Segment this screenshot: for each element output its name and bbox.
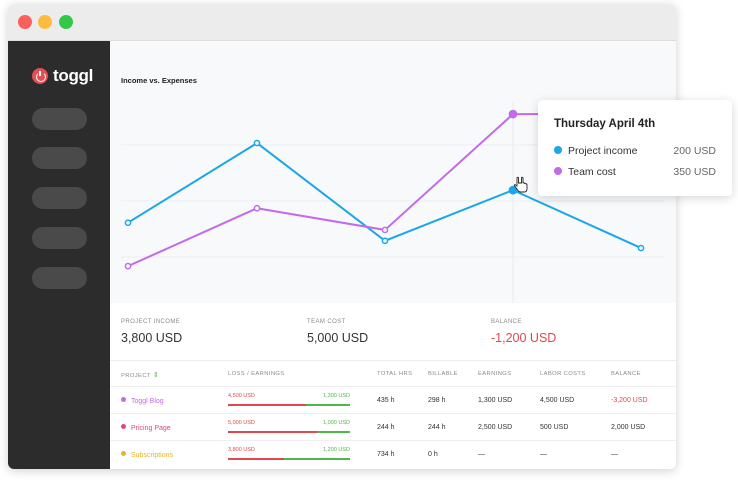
earn-label: 1,000 USD <box>323 420 350 426</box>
income-dot-icon <box>554 146 562 154</box>
loss-earnings-bar: 4,500 USD 1,300 USD <box>228 393 350 413</box>
stat-team-cost: TEAM COST 5,000 USD <box>307 319 368 345</box>
app-window: toggl Income vs. Expenses PROJECT INCOME… <box>8 4 676 469</box>
cost-dot-icon <box>554 167 562 175</box>
earn-bar <box>317 431 350 433</box>
stat-value: 3,800 USD <box>121 331 183 345</box>
project-color-dot-icon <box>121 424 126 429</box>
stat-value: 5,000 USD <box>307 331 369 345</box>
earn-bar <box>306 404 350 406</box>
project-color-dot-icon <box>121 451 126 456</box>
sidebar-nav-item-5[interactable] <box>32 267 87 289</box>
loss-label: 4,500 USD <box>228 393 255 399</box>
tooltip-value: 200 USD <box>673 145 716 157</box>
tooltip-row-cost: Team cost 350 USD <box>554 166 716 178</box>
labor-costs-cell: 500 USD <box>540 424 569 431</box>
sidebar-nav-item-3[interactable] <box>32 187 87 209</box>
tooltip-row-income: Project income 200 USD <box>554 145 716 157</box>
billable-cell: 244 h <box>428 424 446 431</box>
earn-label: 1,300 USD <box>323 393 350 399</box>
project-color-dot-icon <box>121 397 126 402</box>
project-cell[interactable]: Subscriptions <box>121 451 173 459</box>
loss-bar <box>228 404 307 406</box>
stat-value: -1,200 USD <box>491 331 557 345</box>
earn-label: 1,200 USD <box>323 447 350 453</box>
earnings-cell: 1,300 USD <box>478 397 513 404</box>
project-name[interactable]: Pricing Page <box>131 425 171 432</box>
bar-track <box>228 431 350 433</box>
table-header: PROJECT ⇕ LOSS / EARNINGS TOTAL HRS BILLA… <box>110 371 676 383</box>
balance-cell: -3,200 USD <box>611 397 648 404</box>
data-point[interactable] <box>253 139 261 147</box>
sidebar: toggl <box>8 41 110 469</box>
column-header-project[interactable]: PROJECT ⇕ <box>121 372 160 379</box>
loss-earnings-bar: 3,800 USD 1,200 USD <box>228 447 350 467</box>
close-window-button[interactable] <box>18 15 32 29</box>
balance-cell: — <box>611 451 618 458</box>
column-header-earnings[interactable]: EARNINGS <box>478 371 512 377</box>
summary-stats: PROJECT INCOME 3,800 USD TEAM COST 5,000… <box>110 303 676 361</box>
table-row[interactable]: Pricing Page 5,000 USD 1,000 USD 244 h 244 h… <box>110 413 676 440</box>
data-point[interactable] <box>637 244 645 252</box>
column-header-loss-earnings[interactable]: LOSS / EARNINGS <box>228 371 285 377</box>
balance-cell: 2,000 USD <box>611 424 646 431</box>
data-point[interactable] <box>381 226 389 234</box>
bar-track <box>228 404 350 406</box>
tooltip-label: Project income <box>568 145 638 157</box>
earnings-cell: 2,500 USD <box>478 424 513 431</box>
stat-label: TEAM COST <box>307 319 346 325</box>
minimize-window-button[interactable] <box>38 15 52 29</box>
total-hrs-cell: 435 h <box>377 397 395 404</box>
maximize-window-button[interactable] <box>59 15 73 29</box>
column-header-balance[interactable]: BALANCE <box>611 371 641 377</box>
loss-bar <box>228 458 285 460</box>
total-hrs-cell: 244 h <box>377 424 395 431</box>
stat-label: PROJECT INCOME <box>121 319 181 325</box>
earnings-cell: — <box>478 451 485 458</box>
table-row[interactable]: Toggl Blog 4,500 USD 1,300 USD 435 h 298 h 1,… <box>110 386 676 413</box>
column-header-total-hrs[interactable]: TOTAL HRS <box>377 371 413 377</box>
tooltip-title: Thursday April 4th <box>554 118 656 130</box>
chart-tooltip: Thursday April 4th Project income 200 US… <box>538 100 732 196</box>
loss-label: 3,800 USD <box>228 447 255 453</box>
project-name[interactable]: Subscriptions <box>131 452 174 459</box>
table-row[interactable]: Subscriptions 3,800 USD 1,200 USD 734 h 0 h —… <box>110 440 676 467</box>
data-point[interactable] <box>124 219 132 227</box>
hand-pointer-icon <box>513 176 528 193</box>
labor-costs-cell: — <box>540 451 547 458</box>
project-cell[interactable]: Pricing Page <box>121 424 171 432</box>
toggl-logo[interactable]: toggl <box>32 66 93 86</box>
data-point[interactable] <box>381 237 389 245</box>
loss-label: 5,000 USD <box>228 420 255 426</box>
column-header-labor-costs[interactable]: LABOR COSTS <box>540 371 586 377</box>
sidebar-nav-item-1[interactable] <box>32 108 87 130</box>
power-icon <box>32 68 48 84</box>
billable-cell: 298 h <box>428 397 446 404</box>
loss-earnings-bar: 5,000 USD 1,000 USD <box>228 420 350 440</box>
billable-cell: 0 h <box>428 451 438 458</box>
tooltip-label: Team cost <box>568 166 616 178</box>
data-point[interactable] <box>508 185 518 195</box>
window-titlebar <box>8 4 676 41</box>
earn-bar <box>284 458 350 460</box>
labor-costs-cell: 4,500 USD <box>540 397 575 404</box>
stat-balance: BALANCE -1,200 USD <box>491 319 556 345</box>
total-hrs-cell: 734 h <box>377 451 395 458</box>
logo-text: toggl <box>53 66 94 85</box>
sidebar-nav-item-4[interactable] <box>32 227 87 249</box>
data-point[interactable] <box>508 109 518 119</box>
stat-project-income: PROJECT INCOME 3,800 USD <box>121 319 182 345</box>
chart-title: Income vs. Expenses <box>121 76 197 85</box>
column-header-billable[interactable]: BILLABLE <box>428 371 458 377</box>
tooltip-value: 350 USD <box>673 166 716 178</box>
bar-track <box>228 458 350 460</box>
sort-icon[interactable]: ⇕ <box>152 372 160 379</box>
data-point[interactable] <box>253 204 261 212</box>
project-name[interactable]: Toggl Blog <box>131 398 164 405</box>
project-cell[interactable]: Toggl Blog <box>121 397 164 405</box>
stat-label: BALANCE <box>491 319 522 325</box>
sidebar-nav-item-2[interactable] <box>32 147 87 169</box>
data-point[interactable] <box>124 262 132 270</box>
loss-bar <box>228 431 318 433</box>
